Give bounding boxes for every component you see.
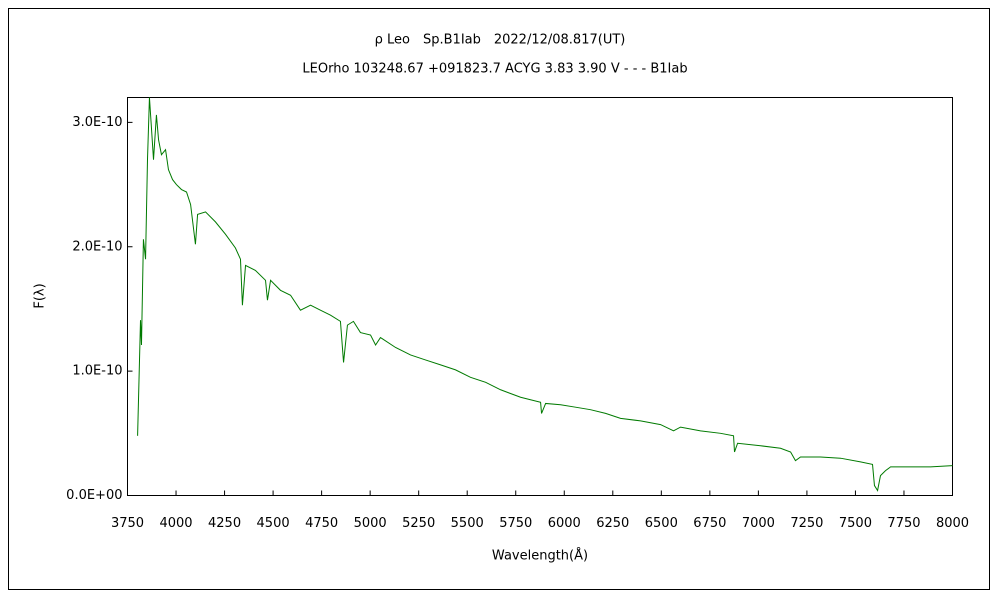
plot-area <box>127 97 953 496</box>
x-tick-label: 7750 <box>887 516 920 531</box>
y-tick-label: 2.0E-10 <box>72 239 122 254</box>
x-tick-label: 4250 <box>208 516 241 531</box>
x-tick-label: 3750 <box>111 516 144 531</box>
x-tick-label: 5750 <box>499 516 532 531</box>
x-tick-label: 5000 <box>354 516 387 531</box>
x-tick-label: 7500 <box>839 516 872 531</box>
y-tick-label: 0.0E+00 <box>66 488 122 503</box>
x-tick-label: 8000 <box>936 516 969 531</box>
y-axis-label: F(λ) <box>33 283 48 308</box>
x-tick-label: 6500 <box>645 516 678 531</box>
chart-title: ρ Leo Sp.B1Iab 2022/12/08.817(UT) <box>375 33 626 48</box>
y-tick-label: 1.0E-10 <box>72 364 122 379</box>
x-tick-label: 4500 <box>257 516 290 531</box>
x-tick-label: 5250 <box>402 516 435 531</box>
x-tick-label: 5500 <box>451 516 484 531</box>
chart-subtitle: LEOrho 103248.67 +091823.7 ACYG 3.83 3.9… <box>302 62 687 77</box>
y-tick-label: 3.0E-10 <box>72 115 122 130</box>
x-tick-label: 6750 <box>693 516 726 531</box>
x-tick-label: 7000 <box>742 516 775 531</box>
x-tick-label: 6250 <box>596 516 629 531</box>
x-tick-label: 7250 <box>790 516 823 531</box>
x-tick-label: 4000 <box>159 516 192 531</box>
x-tick-label: 6000 <box>548 516 581 531</box>
x-axis-label: Wavelength(Å) <box>492 548 588 564</box>
spectrum-line <box>137 97 953 492</box>
x-tick-label: 4750 <box>305 516 338 531</box>
